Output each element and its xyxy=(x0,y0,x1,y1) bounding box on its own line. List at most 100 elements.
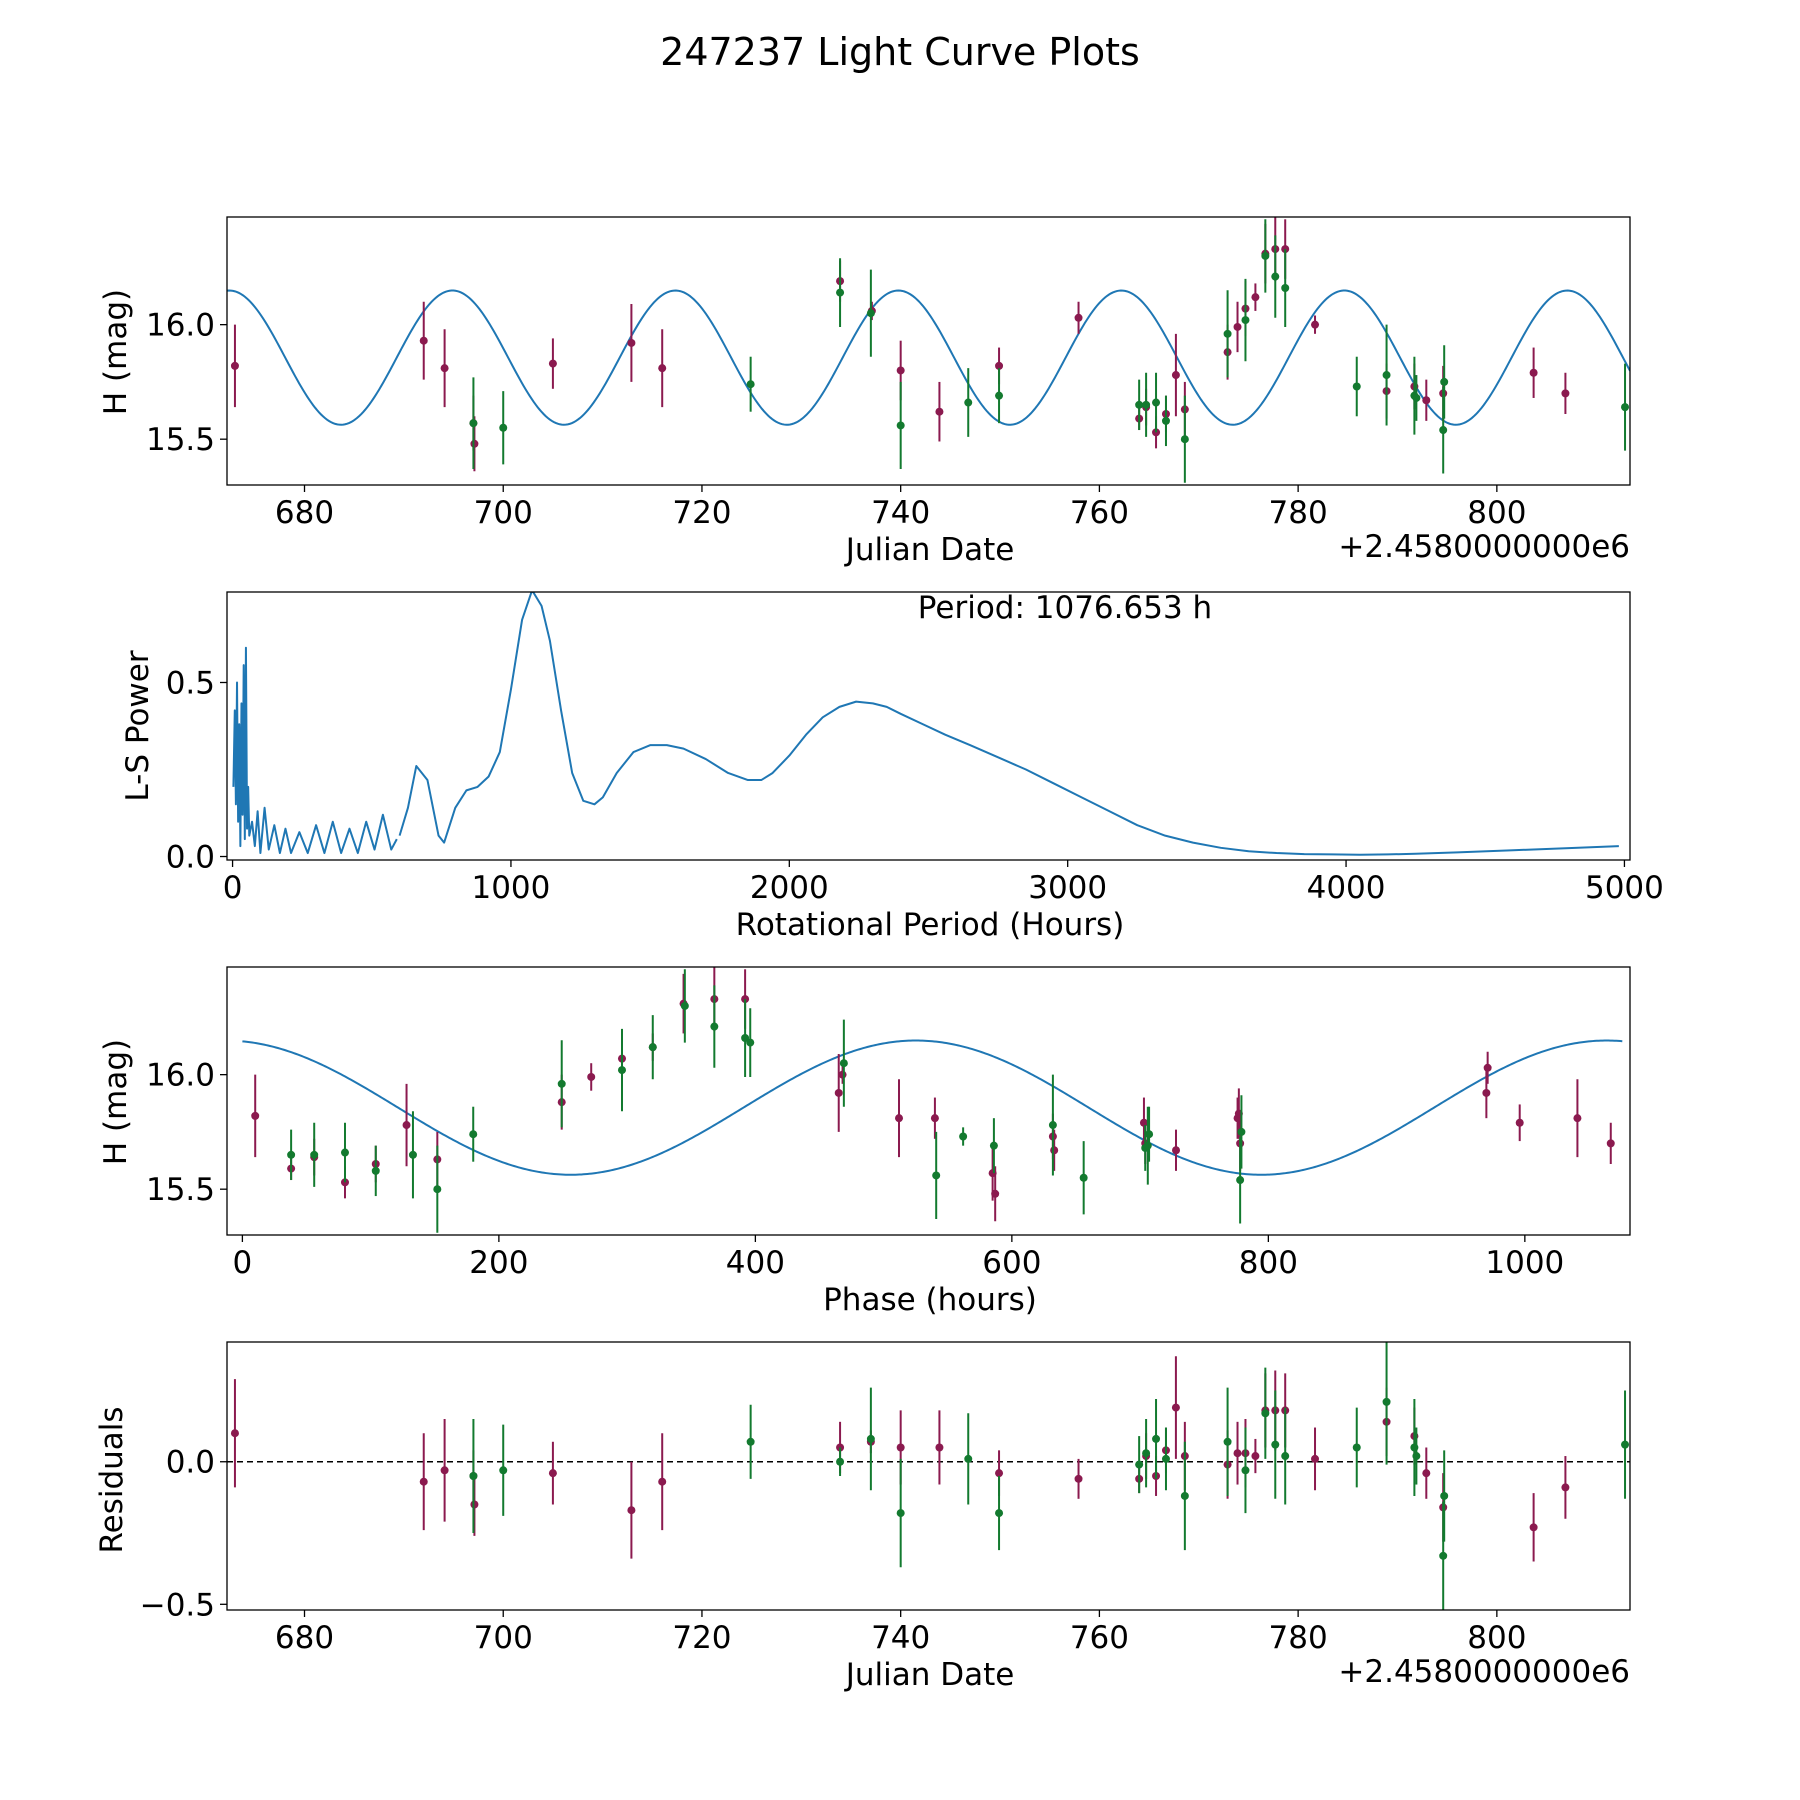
lightcurve-r-point-0 xyxy=(230,324,239,408)
residuals-g-point-3-marker xyxy=(836,1457,845,1466)
phased-g-point-1-marker xyxy=(310,1150,319,1159)
phased-r-point-0-marker xyxy=(251,1111,260,1120)
phased-ylabel: H (mag) xyxy=(98,1039,134,1165)
phased-r-point-31 xyxy=(1573,1079,1582,1158)
residuals-g-point-7-marker xyxy=(995,1509,1004,1518)
phased-g-point-3-marker xyxy=(371,1166,380,1175)
phased-r-point-16-marker xyxy=(895,1114,904,1123)
phased-data-area xyxy=(242,967,1623,1233)
phased-xtick-label-0: 0 xyxy=(233,1245,253,1281)
periodogram-line-1 xyxy=(232,646,398,855)
phased-g-point-2 xyxy=(340,1122,349,1183)
residuals-g-point-23 xyxy=(1440,1450,1449,1542)
lightcurve-g-point-2 xyxy=(746,356,755,412)
phased-g-point-11-marker xyxy=(710,1022,719,1031)
phased-r-point-17 xyxy=(930,1097,939,1139)
lightcurve-g-point-4-marker xyxy=(866,309,875,318)
phased-r-point-15-marker xyxy=(838,1070,847,1079)
residuals-g-point-17 xyxy=(1281,1407,1290,1505)
residuals-r-point-2 xyxy=(440,1418,449,1522)
lightcurve-r-point-11 xyxy=(935,381,944,442)
residuals-xlabel: Julian Date xyxy=(844,1657,1015,1693)
residuals-g-point-8 xyxy=(1135,1436,1144,1494)
lightcurve-g-point-5-marker xyxy=(896,421,905,430)
lightcurve-g-point-13-marker xyxy=(1223,329,1232,338)
lightcurve-g-point-14-marker xyxy=(1241,316,1250,325)
phased-r-point-5 xyxy=(402,1083,411,1167)
residuals-r-point-21-marker xyxy=(1233,1449,1242,1458)
phased-g-point-0-marker xyxy=(287,1150,296,1159)
residuals-r-point-1-marker xyxy=(419,1477,428,1486)
residuals-g-point-5 xyxy=(896,1458,905,1568)
lightcurve-r-point-2-marker xyxy=(440,364,449,373)
phased-g-point-15-marker xyxy=(932,1171,941,1180)
residuals-g-point-1 xyxy=(499,1424,508,1516)
lightcurve-r-point-1 xyxy=(419,301,428,380)
residuals-r-point-33 xyxy=(1561,1456,1570,1519)
lightcurve-fit-curve xyxy=(227,289,1630,426)
lightcurve-g-point-8 xyxy=(1135,379,1144,431)
phased-g-point-12 xyxy=(741,999,750,1077)
lightcurve-g-point-5 xyxy=(896,381,905,469)
residuals-g-point-11 xyxy=(1161,1427,1170,1491)
panel-residuals: Julian Date Residuals +2.4580000000e6 xyxy=(94,1406,1630,1693)
phased-xtick-label-1: 200 xyxy=(469,1245,528,1281)
residuals-g-point-12-marker xyxy=(1180,1491,1189,1500)
lightcurve-g-point-16 xyxy=(1271,235,1280,318)
phased-g-point-18 xyxy=(1048,1074,1057,1176)
lightcurve-r-point-18-marker xyxy=(1171,371,1180,380)
residuals-xtick-label-6: 800 xyxy=(1467,1620,1526,1656)
lightcurve-g-point-17-marker xyxy=(1281,284,1290,293)
lightcurve-xtick-label-5: 780 xyxy=(1269,495,1328,531)
lightcurve-r-point-23 xyxy=(1251,283,1260,311)
phased-g-point-17 xyxy=(989,1118,998,1174)
lightcurve-g-point-3-marker xyxy=(836,288,845,297)
lightcurve-g-point-10 xyxy=(1152,372,1161,433)
period-annotation: Period: 1076.653 h xyxy=(918,590,1212,626)
phased-r-point-30 xyxy=(1515,1104,1524,1142)
residuals-xtick-label-3: 740 xyxy=(871,1620,930,1656)
lightcurve-r-point-6 xyxy=(627,304,636,382)
lightcurve-r-point-0-marker xyxy=(230,361,239,370)
lightcurve-g-point-15 xyxy=(1261,219,1270,293)
figure-title: 247237 Light Curve Plots xyxy=(660,30,1140,74)
lightcurve-xtick-label-2: 720 xyxy=(672,495,731,531)
residuals-g-point-9-marker xyxy=(1142,1449,1151,1458)
phased-g-point-22-marker xyxy=(1145,1130,1154,1139)
residuals-g-point-2 xyxy=(746,1404,755,1479)
phased-r-point-14-marker xyxy=(834,1088,843,1097)
phased-xtick-label-2: 400 xyxy=(726,1245,785,1281)
residuals-r-point-23 xyxy=(1251,1438,1260,1474)
lightcurve-r-point-10-marker xyxy=(896,366,905,375)
lightcurve-g-point-8-marker xyxy=(1135,400,1144,409)
residuals-g-point-17-marker xyxy=(1281,1452,1290,1461)
lightcurve-g-point-6-marker xyxy=(964,398,973,407)
phased-g-point-0 xyxy=(287,1129,296,1181)
residuals-g-point-24-marker xyxy=(1621,1440,1630,1449)
phased-r-point-28-marker xyxy=(1482,1088,1491,1097)
lightcurve-r-point-12-marker xyxy=(995,361,1004,370)
lightcurve-plot: 680 700 720 740 760 780 800 15.5 16.0 xyxy=(146,216,1631,531)
residuals-g-point-6-marker xyxy=(964,1454,973,1463)
residuals-g-point-13-marker xyxy=(1223,1437,1232,1446)
phased-r-point-24-marker xyxy=(1172,1146,1181,1155)
residuals-g-point-7 xyxy=(995,1476,1004,1551)
phased-g-point-9 xyxy=(648,1015,657,1080)
phased-r-point-19-marker xyxy=(991,1189,1000,1198)
phased-r-point-28 xyxy=(1482,1067,1491,1119)
lightcurve-g-point-12-marker xyxy=(1180,435,1189,444)
periodogram-ylabel: L-S Power xyxy=(120,650,156,801)
periodogram-xlabel: Rotational Period (Hours) xyxy=(736,907,1125,943)
lightcurve-xtick-label-3: 740 xyxy=(871,495,930,531)
residuals-r-point-13 xyxy=(1074,1458,1083,1499)
residuals-g-point-21 xyxy=(1412,1427,1421,1485)
phased-fit-curve xyxy=(242,1039,1623,1176)
residuals-r-point-7 xyxy=(658,1433,667,1531)
residuals-r-point-32 xyxy=(1529,1493,1538,1562)
residuals-g-point-19-marker xyxy=(1382,1397,1391,1406)
lightcurve-g-point-11 xyxy=(1161,395,1170,447)
lightcurve-r-point-7 xyxy=(658,329,667,408)
residuals-r-point-0 xyxy=(230,1379,239,1488)
lightcurve-xtick-label-0: 680 xyxy=(275,495,334,531)
residuals-g-point-4-marker xyxy=(866,1434,875,1443)
